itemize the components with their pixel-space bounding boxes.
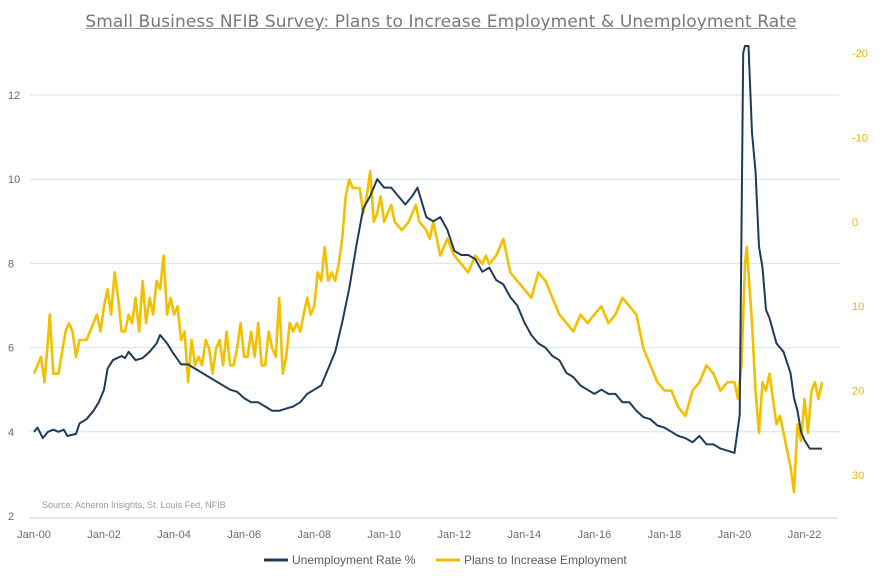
right-tick-label: -10 (852, 132, 868, 144)
x-axis: Jan-00 Jan-02 Jan-04 Jan-06 Jan-08 Jan-10 Jan-… (17, 529, 821, 541)
right-tick-label: -20 (852, 48, 868, 60)
left-tick-label: 2 (8, 511, 14, 523)
left-tick-label: 4 (8, 427, 14, 439)
x-tick-label: Jan-04 (157, 529, 191, 541)
x-tick-label: Jan-16 (578, 529, 612, 541)
x-tick-label: Jan-10 (367, 529, 401, 541)
x-tick-label: Jan-02 (87, 529, 121, 541)
legend-unemployment-label: Unemployment Rate % (292, 553, 416, 567)
legend: Unemployment Rate % Plans to Increase Em… (264, 553, 627, 567)
right-axis: -20 -10 0 10 20 30 (852, 48, 868, 482)
gridlines (30, 94, 840, 433)
x-tick-label: Jan-22 (788, 529, 822, 541)
series-group (32, 45, 824, 494)
x-tick-label: Jan-14 (508, 529, 542, 541)
legend-plans-label: Plans to Increase Employment (464, 553, 627, 567)
x-tick-label: Jan-00 (17, 529, 51, 541)
x-tick-label: Jan-20 (718, 529, 752, 541)
left-tick-label: 8 (8, 258, 14, 270)
right-tick-label: 0 (852, 217, 858, 229)
x-tick-label: Jan-18 (648, 529, 682, 541)
source-note: Source: Acheron Insights, St. Louis Fed,… (42, 500, 226, 510)
right-tick-label: 20 (852, 386, 864, 398)
plans-to-increase-employment-line (32, 169, 824, 494)
right-tick-label: 30 (852, 470, 864, 482)
left-tick-label: 6 (8, 343, 14, 355)
x-tick-label: Jan-06 (227, 529, 261, 541)
left-tick-label: 10 (8, 174, 20, 186)
left-tick-label: 12 (8, 90, 20, 102)
right-tick-label: 10 (852, 301, 864, 313)
chart-title: Small Business NFIB Survey: Plans to Inc… (85, 12, 797, 32)
x-tick-label: Jan-08 (297, 529, 331, 541)
unemployment-rate-line (33, 45, 822, 454)
left-axis: 2 4 6 8 10 12 (8, 90, 20, 523)
x-tick-label: Jan-12 (437, 529, 471, 541)
